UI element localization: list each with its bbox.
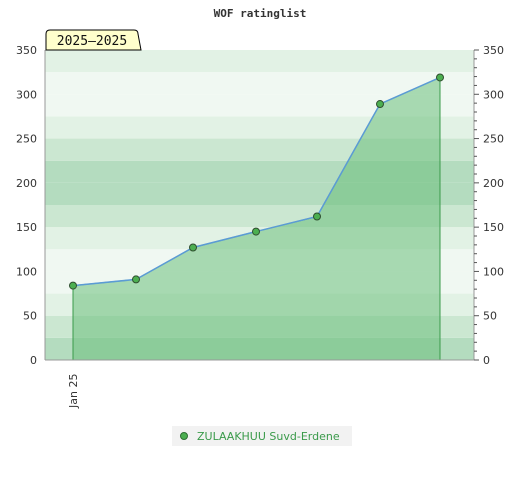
data-point <box>252 227 260 236</box>
y-tick-label-left: 350 <box>16 44 37 57</box>
data-point <box>69 281 77 290</box>
data-point <box>313 212 321 221</box>
y-tick-label-right: 50 <box>483 310 497 323</box>
period-badge-bg <box>45 29 142 51</box>
y-tick-label-left: 50 <box>23 310 37 323</box>
data-point <box>376 100 384 109</box>
y-tick-label-right: 300 <box>483 88 504 101</box>
period-label: 2025–2025 <box>57 34 127 49</box>
y-tick-label-right: 200 <box>483 177 504 190</box>
legend-bg <box>172 426 352 446</box>
legend: ZULAAKHUU Suvd-Erdene <box>172 426 352 446</box>
grid-band <box>45 50 474 73</box>
y-tick-label-left: 250 <box>16 133 37 146</box>
axes: 0 0 50 50 100 100 150 150 200 200 250 250 300 300 350 3… <box>16 44 504 409</box>
data-point <box>132 275 140 284</box>
y-tick-label-right: 150 <box>483 221 504 234</box>
y-tick-label-right: 350 <box>483 44 504 57</box>
y-tick-label-right: 100 <box>483 265 504 278</box>
data-point <box>436 73 444 82</box>
y-tick-label-left: 150 <box>16 221 37 234</box>
period-badge: 2025–2025 <box>45 29 142 51</box>
chart-title: WOF ratinglist <box>214 7 307 20</box>
grid-band <box>45 72 474 95</box>
data-points <box>69 73 444 290</box>
y-tick-label-left: 100 <box>16 265 37 278</box>
y-tick-label-left: 0 <box>30 354 37 367</box>
data-point <box>189 243 197 252</box>
legend-marker <box>180 432 188 440</box>
y-tick-label-right: 250 <box>483 133 504 146</box>
grid-band <box>45 94 474 117</box>
y-tick-label-left: 200 <box>16 177 37 190</box>
y-tick-label-left: 300 <box>16 88 37 101</box>
legend-item-label: ZULAAKHUU Suvd-Erdene <box>197 430 340 443</box>
y-tick-label-right: 0 <box>483 354 490 367</box>
x-tick-label: Jan 25 <box>67 374 80 409</box>
